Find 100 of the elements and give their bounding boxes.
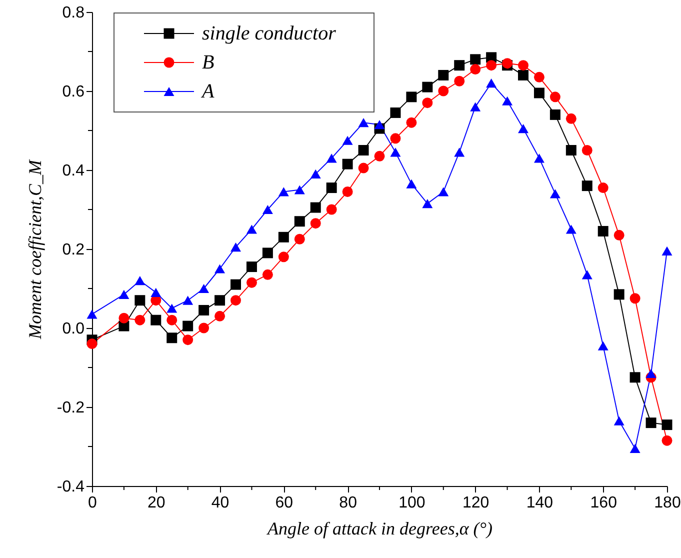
point — [310, 218, 321, 229]
point — [486, 78, 497, 88]
point — [134, 314, 146, 326]
point — [358, 118, 369, 128]
point — [246, 262, 257, 272]
point — [230, 279, 241, 290]
point — [406, 179, 417, 188]
point — [598, 182, 608, 194]
point — [278, 187, 289, 196]
point — [534, 72, 544, 82]
point — [422, 199, 433, 208]
point — [262, 204, 273, 214]
point — [118, 312, 130, 324]
point — [310, 169, 321, 178]
y-tick-label: 0.4 — [62, 162, 85, 180]
point — [662, 246, 672, 256]
point — [438, 187, 449, 196]
point — [422, 82, 433, 92]
point — [230, 295, 241, 306]
x-tick-label: 20 — [147, 494, 166, 512]
point — [374, 150, 385, 162]
point — [166, 332, 178, 344]
point — [406, 92, 417, 102]
point — [534, 154, 544, 163]
point — [454, 148, 465, 157]
point — [662, 435, 672, 446]
x-tick-label: 180 — [654, 494, 681, 512]
point — [662, 420, 672, 430]
point — [342, 136, 353, 145]
legend-label: single conductor — [202, 22, 336, 44]
point — [470, 64, 481, 75]
y-tick-label: -0.4 — [56, 478, 85, 496]
y-tick-label: 0.6 — [62, 84, 85, 100]
point — [614, 289, 624, 300]
point — [358, 162, 369, 174]
point — [294, 185, 305, 194]
point — [614, 230, 624, 240]
point — [390, 148, 401, 157]
point — [646, 368, 656, 378]
point — [470, 54, 481, 65]
point — [166, 314, 178, 326]
y-tick-label: -0.2 — [56, 400, 85, 416]
point — [198, 322, 210, 334]
y-tick-label: 0.0 — [62, 320, 85, 338]
point — [294, 216, 305, 227]
point — [438, 70, 449, 80]
point — [134, 276, 146, 286]
point — [278, 232, 289, 242]
point — [166, 304, 178, 313]
point — [518, 70, 528, 80]
point — [342, 186, 353, 197]
point — [390, 107, 401, 118]
point — [214, 310, 226, 322]
point — [326, 204, 337, 215]
point — [518, 124, 528, 134]
x-tick-label: 100 — [398, 494, 426, 512]
point — [182, 296, 194, 305]
point — [582, 180, 592, 192]
point — [454, 60, 465, 71]
point — [566, 145, 576, 156]
x-tick-label: 40 — [211, 494, 230, 512]
point — [182, 320, 194, 332]
x-tick-label: 120 — [462, 494, 490, 512]
point — [150, 288, 162, 297]
point — [470, 102, 481, 112]
point — [438, 86, 449, 96]
point — [598, 341, 608, 350]
point — [326, 182, 337, 194]
point — [550, 189, 560, 198]
point — [86, 338, 98, 350]
y-axis-title: Moment coefficient,C_M — [24, 159, 45, 340]
point — [150, 314, 162, 326]
point — [134, 295, 146, 306]
point — [198, 304, 210, 316]
point — [502, 96, 513, 106]
point — [326, 154, 337, 163]
point — [310, 202, 321, 213]
point — [454, 76, 465, 86]
point — [86, 310, 98, 319]
point — [342, 158, 353, 170]
point — [598, 226, 608, 236]
point — [630, 293, 640, 304]
point — [230, 242, 241, 252]
point — [550, 92, 560, 102]
point — [278, 252, 289, 262]
point — [374, 120, 385, 130]
point — [246, 277, 257, 288]
point — [582, 270, 592, 280]
legend-label: B — [202, 52, 214, 74]
point — [518, 60, 528, 71]
x-tick-label: 80 — [339, 494, 358, 512]
x-tick-label: 140 — [526, 494, 554, 512]
point — [406, 117, 417, 128]
point — [630, 444, 640, 454]
x-axis-title: Angle of attack in degrees,α (°) — [266, 518, 492, 538]
point — [630, 372, 640, 383]
point — [182, 334, 194, 346]
point — [262, 248, 273, 258]
point — [614, 416, 624, 426]
y-tick-label: 0.8 — [62, 4, 85, 22]
